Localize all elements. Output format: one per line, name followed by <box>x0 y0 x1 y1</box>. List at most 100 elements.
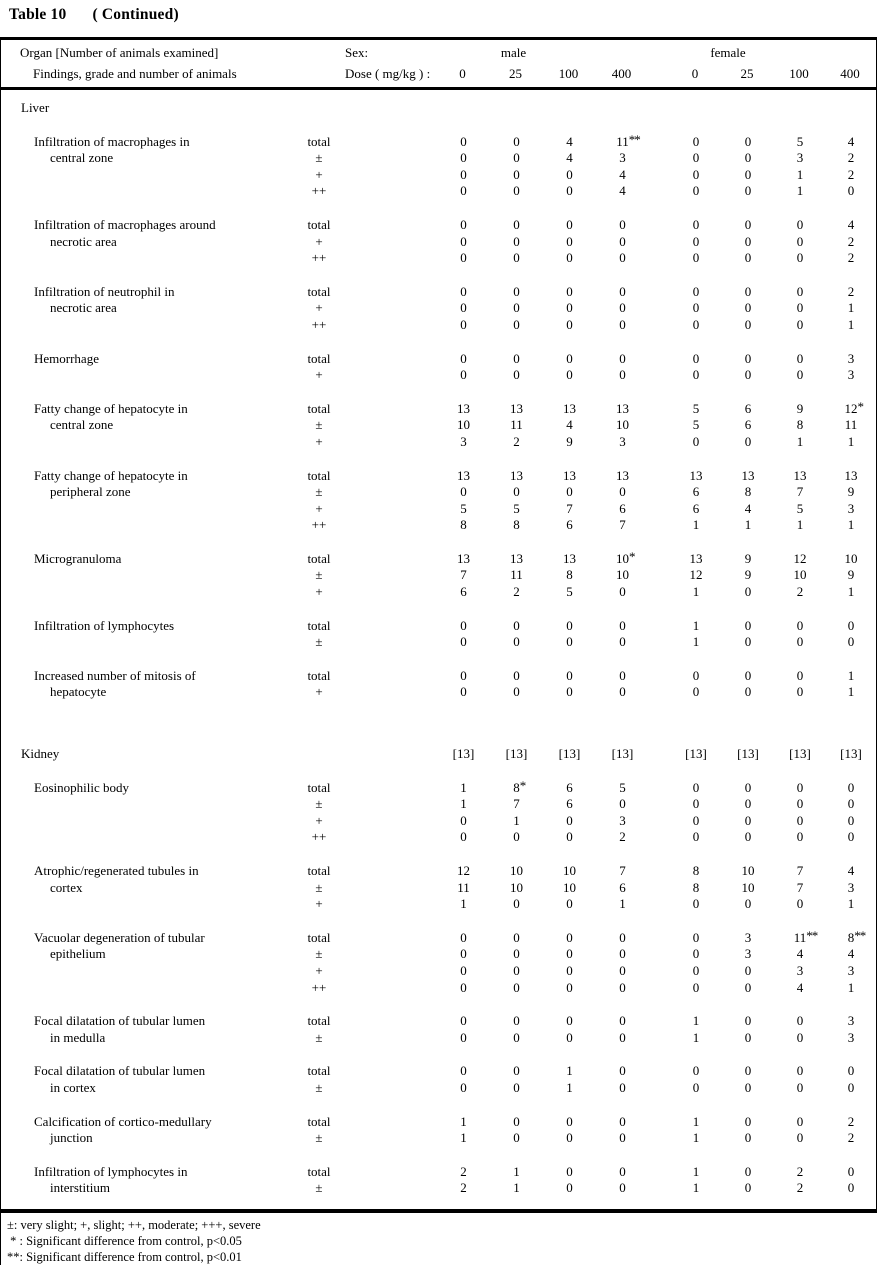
grade-label: ± <box>297 150 341 167</box>
grade-label: total <box>297 401 341 418</box>
value-cell: 3 <box>596 813 649 830</box>
value-cell: 0 <box>437 946 490 963</box>
value-cell: 0 <box>774 1130 826 1147</box>
finding-name: Infiltration of neutrophil in <box>21 284 297 301</box>
table-header: Organ [Number of animals examined] Findi… <box>1 40 876 90</box>
value-cell: 0 <box>490 300 543 317</box>
value-cell: 0 <box>490 684 543 701</box>
sex-column-gap <box>649 217 670 234</box>
grade-label: ++ <box>297 250 341 267</box>
value-cell: 0 <box>670 1080 722 1097</box>
value-cell: 0 <box>722 1080 774 1097</box>
value-cell: 1 <box>670 1164 722 1181</box>
value-cell: 0 <box>826 618 876 635</box>
value-cell: 3 <box>596 150 649 167</box>
value-cell: 2 <box>437 1180 490 1197</box>
value-cell: 8 <box>774 417 826 434</box>
sex-column-gap <box>649 930 670 947</box>
value-cell: 0 <box>722 1114 774 1131</box>
value-cell: 0 <box>774 896 826 913</box>
finding-name: junction <box>21 1130 297 1147</box>
value-cell: 10 <box>722 880 774 897</box>
value-cell: 0 <box>596 250 649 267</box>
value-cell: 2 <box>490 434 543 451</box>
finding-name: cortex <box>21 880 297 897</box>
finding-name: necrotic area <box>21 234 297 251</box>
finding-name: Hemorrhage <box>21 351 297 368</box>
value-cell: 0 <box>722 634 774 651</box>
sex-column-gap <box>649 618 670 635</box>
value-cell: 13 <box>490 551 543 568</box>
value-cell: 0 <box>437 234 490 251</box>
value-cell: 0 <box>543 1180 596 1197</box>
value-cell: 10 <box>722 863 774 880</box>
value-cell: 8 <box>490 517 543 534</box>
table-frame: Organ [Number of animals examined] Findi… <box>1 37 877 1213</box>
value-cell: 0 <box>437 484 490 501</box>
dose-header-male-0: 0 <box>436 66 489 82</box>
value-cell: 13 <box>490 468 543 485</box>
value-cell: 8 <box>670 863 722 880</box>
spacer-cell <box>341 668 437 685</box>
value-cell: 0 <box>543 367 596 384</box>
value-cell: 6 <box>722 417 774 434</box>
spacer-cell <box>341 880 437 897</box>
organ-section-kidney: Kidney[13][13][13][13][13][13][13][13]Eo… <box>21 746 876 1197</box>
value-cell: 0 <box>490 946 543 963</box>
value-cell: 6 <box>596 501 649 518</box>
value-cell: 0 <box>774 780 826 797</box>
value-cell: 0 <box>543 1013 596 1030</box>
finding-name: Microgranuloma <box>21 551 297 568</box>
value-cell: 2 <box>826 250 876 267</box>
finding-name <box>21 167 297 184</box>
sex-column-gap <box>649 1164 670 1181</box>
sex-column-gap <box>649 946 670 963</box>
value-cell: 10 <box>543 880 596 897</box>
value-cell: 0 <box>437 167 490 184</box>
value-cell: 0 <box>826 1080 876 1097</box>
spacer-cell <box>341 1030 437 1047</box>
value-cell: 0 <box>490 484 543 501</box>
organ-name: Liver <box>21 100 297 117</box>
value-cell: 6 <box>722 401 774 418</box>
value-cell: 13 <box>596 468 649 485</box>
value-cell: 1 <box>437 1114 490 1131</box>
value-cell: 0 <box>490 150 543 167</box>
value-cell: 4 <box>596 167 649 184</box>
value-cell: 4 <box>543 417 596 434</box>
value-cell: 0 <box>596 1114 649 1131</box>
value-cell: 0 <box>826 634 876 651</box>
value-cell: 3 <box>826 501 876 518</box>
value-cell: 4 <box>774 946 826 963</box>
value-cell: 0 <box>543 829 596 846</box>
spacer-cell <box>341 417 437 434</box>
significance-marker: * <box>520 778 526 795</box>
value-cell: 0 <box>490 234 543 251</box>
value-cell: 4 <box>826 217 876 234</box>
sex-column-gap <box>649 1130 670 1147</box>
significance-marker: * <box>629 549 635 566</box>
value-cell: 0 <box>437 668 490 685</box>
value-cell <box>826 100 876 117</box>
value-cell: 0 <box>774 813 826 830</box>
spacer-cell <box>341 501 437 518</box>
sex-column-gap <box>649 963 670 980</box>
value-cell: 0 <box>722 1164 774 1181</box>
value-cell: 0 <box>774 1030 826 1047</box>
value-cell: 0 <box>722 150 774 167</box>
page-title: Table 10( Continued) <box>0 0 877 37</box>
sex-column-gap <box>649 684 670 701</box>
value-cell: 13 <box>437 401 490 418</box>
value-cell: 1 <box>670 1130 722 1147</box>
spacer-cell <box>341 100 437 117</box>
value-cell: 0 <box>774 684 826 701</box>
value-number: 8* <box>513 780 520 797</box>
